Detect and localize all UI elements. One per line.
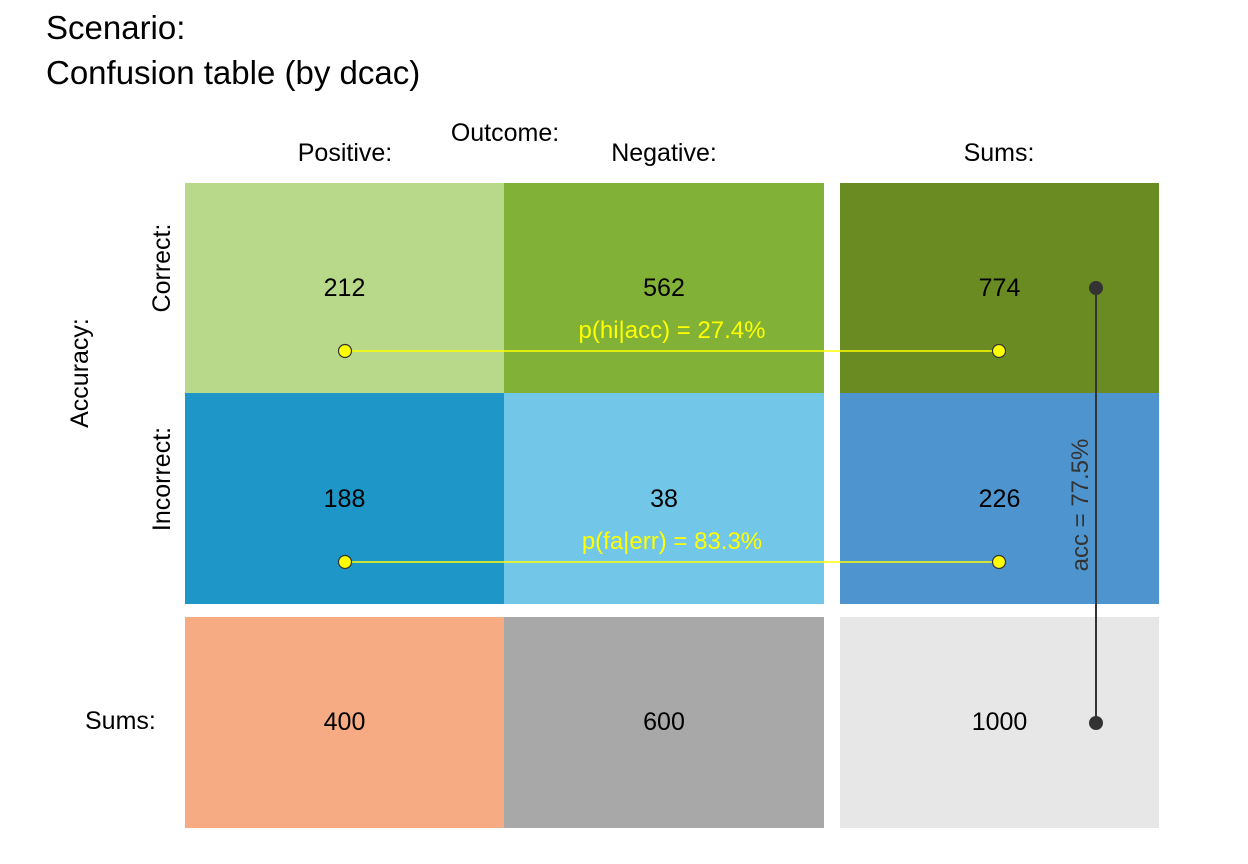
cell-sum-positive: 400 [185,617,504,828]
outcome-header: Outcome: [450,119,560,147]
cell-value: 38 [650,485,678,513]
fa-err-start-dot [337,554,353,570]
cell-sum-negative: 600 [504,617,824,828]
cell-value: 562 [643,274,685,302]
hi-acc-label: p(hi|acc) = 27.4% [579,317,766,344]
acc-bottom-dot [1089,716,1103,730]
cell-value: 400 [323,708,366,736]
cell-value: 188 [323,485,366,513]
negative-header: Negative: [611,139,717,167]
cell-value: 212 [323,274,366,302]
acc-top-dot [1089,281,1103,295]
cell-value: 1000 [971,708,1028,736]
positive-header: Positive: [297,139,393,167]
cell-value: 600 [643,708,685,736]
fa-err-end-dot [991,554,1007,570]
sums-row-label: Sums: [85,707,156,735]
acc-label: acc = 77.5% [1067,439,1094,572]
fa-err-label: p(fa|err) = 83.3% [582,528,762,555]
title-scenario: Scenario: [46,9,186,46]
title-confusion-table: Confusion table (by dcac) [46,54,421,91]
cell-incorrect-negative: 38 [504,393,824,604]
cell-value: 774 [978,274,1021,302]
sums-column-header: Sums: [963,139,1035,167]
hi-acc-start-dot [337,343,353,359]
hi-acc-end-dot [991,343,1007,359]
cell-sum-total: 1000 [840,617,1159,828]
cell-correct-negative: 562 [504,183,824,393]
cell-value: 226 [978,485,1021,513]
